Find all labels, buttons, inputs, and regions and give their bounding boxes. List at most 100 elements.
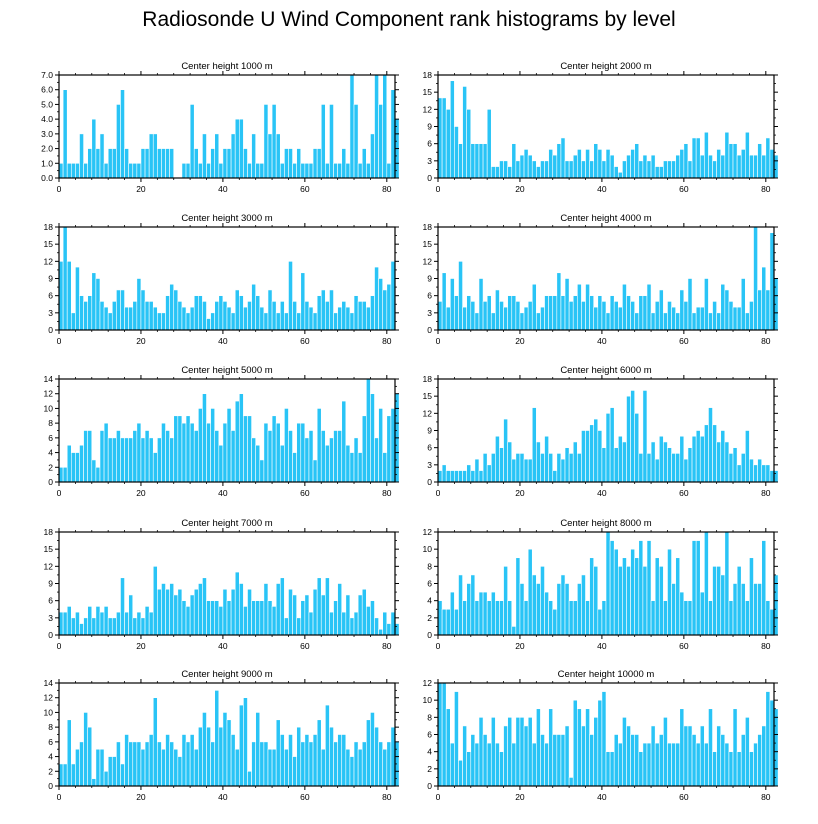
histogram-bar: [675, 557, 681, 636]
histogram-bar: [99, 430, 105, 483]
histogram-bar: [769, 232, 775, 331]
histogram-bar: [308, 611, 314, 636]
histogram-bar: [120, 437, 125, 483]
histogram-bar: [267, 600, 273, 636]
histogram-bar: [650, 312, 656, 331]
histogram-bar: [124, 148, 129, 179]
histogram-bar: [736, 306, 742, 331]
histogram-bar: [296, 422, 302, 483]
y-tick-label: 3: [427, 460, 432, 470]
histogram-bar: [490, 453, 496, 483]
histogram-bar: [238, 118, 244, 179]
histogram-bar: [749, 557, 754, 636]
histogram-bar: [515, 453, 521, 483]
histogram-bar: [255, 712, 261, 787]
x-tick-label: 80: [382, 792, 392, 802]
y-tick-label: 0: [427, 173, 432, 183]
histogram-bar: [75, 611, 80, 636]
y-tick-label: 4: [427, 747, 432, 757]
histogram-bar: [337, 734, 343, 787]
histogram-bar: [753, 742, 758, 787]
histogram-bar: [206, 162, 211, 179]
histogram-bar: [745, 312, 750, 331]
histogram-bar: [540, 566, 545, 636]
histogram-bar: [437, 301, 443, 331]
histogram-bar: [663, 312, 668, 331]
y-tick-label: 14: [44, 678, 54, 688]
histogram-bar: [193, 748, 199, 787]
histogram-bar: [581, 430, 586, 483]
histogram-bar: [749, 458, 754, 483]
histogram-bar: [337, 306, 343, 331]
histogram-bar: [132, 162, 138, 179]
histogram-bar: [691, 435, 697, 483]
histogram-bar: [609, 295, 615, 331]
histogram-bar: [66, 719, 72, 787]
histogram-bar: [161, 748, 166, 787]
histogram-bar: [753, 154, 758, 179]
histogram-bar: [527, 154, 533, 179]
histogram-bar: [238, 704, 244, 787]
histogram-bar: [552, 295, 558, 331]
histogram-bar: [263, 422, 269, 483]
histogram-bar: [531, 407, 537, 483]
histogram-bar: [193, 295, 199, 331]
histogram-bar: [519, 717, 525, 787]
histogram-bar: [91, 778, 97, 787]
y-tick-label: 12: [423, 104, 433, 114]
x-tick-label: 40: [218, 184, 228, 194]
histogram-bar: [210, 148, 216, 179]
histogram-bar: [79, 444, 84, 483]
x-tick-label: 60: [300, 184, 310, 194]
histogram-bar: [716, 441, 722, 483]
histogram-bar: [312, 588, 318, 636]
histogram-bar: [169, 741, 175, 787]
histogram-bar: [116, 289, 121, 331]
histogram-bar: [568, 301, 574, 331]
histogram-bar: [173, 748, 179, 787]
histogram-bar: [654, 166, 660, 179]
histogram-bar: [671, 306, 676, 331]
histogram-bar: [271, 748, 277, 787]
histogram-bar: [304, 301, 310, 331]
histogram-bar: [243, 148, 248, 179]
histogram-bar: [161, 422, 166, 483]
histogram-bar: [284, 617, 289, 636]
histogram-bar: [761, 725, 767, 787]
histogram-bar: [757, 143, 763, 179]
histogram-bar: [490, 312, 496, 331]
histogram-bar: [148, 301, 154, 331]
histogram-bar: [523, 149, 529, 179]
histogram-bar: [103, 162, 109, 179]
histogram-bar: [626, 566, 631, 636]
histogram-bar: [511, 626, 517, 636]
histogram-bar: [152, 452, 158, 483]
y-tick-label: 10: [423, 695, 433, 705]
y-tick-label: 0: [427, 781, 432, 791]
panel-title: Center height 5000 m: [181, 365, 272, 376]
histogram-bar: [103, 306, 109, 331]
histogram-bar: [140, 748, 146, 787]
histogram-bar: [585, 149, 590, 179]
histogram-bar: [630, 390, 635, 483]
histogram-bar: [222, 712, 228, 787]
histogram-bar: [531, 283, 537, 331]
histogram-bar: [474, 458, 480, 483]
histogram-bar: [622, 557, 627, 636]
histogram-bar: [386, 415, 392, 483]
histogram-bar: [66, 606, 72, 636]
histogram-bar: [761, 540, 767, 636]
y-tick-label: 8: [427, 561, 432, 571]
histogram-bar: [675, 154, 681, 179]
histogram-bar: [597, 608, 603, 636]
histogram-bar: [99, 133, 105, 179]
histogram-bar: [622, 441, 627, 483]
histogram-bar: [320, 594, 326, 636]
histogram-bar: [58, 763, 64, 787]
histogram-bar: [333, 430, 338, 483]
histogram-bar: [370, 712, 375, 787]
y-tick-label: 6: [48, 737, 53, 747]
histogram-bar: [589, 734, 595, 787]
histogram-bar: [478, 278, 484, 331]
y-tick-label: 1.0: [41, 158, 53, 168]
